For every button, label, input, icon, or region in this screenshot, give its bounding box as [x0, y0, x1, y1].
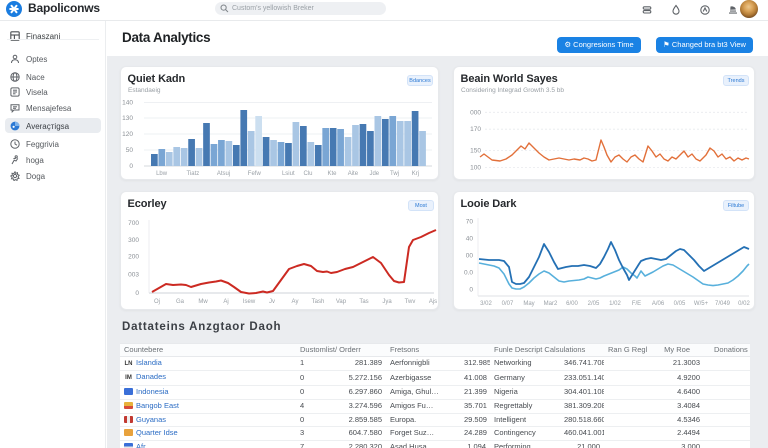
svg-text:0/05: 0/05 [674, 301, 686, 307]
svg-text:Twv: Twv [405, 299, 416, 305]
svg-text:Jya: Jya [382, 299, 392, 305]
svg-text:Lsiut: Lsiut [282, 171, 295, 177]
svg-text:100: 100 [470, 164, 481, 171]
svg-text:Vap: Vap [336, 299, 347, 305]
svg-text:6/00: 6/00 [566, 301, 578, 307]
svg-text:2/05: 2/05 [588, 301, 600, 307]
svg-text:3/02: 3/02 [480, 301, 492, 307]
svg-text:Tash: Tash [312, 299, 325, 305]
svg-text:Mw: Mw [198, 299, 208, 305]
svg-text:Oj: Oj [154, 299, 160, 305]
svg-text:40: 40 [466, 235, 474, 242]
svg-text:120: 120 [122, 131, 133, 138]
svg-text:Krj: Krj [412, 171, 419, 177]
svg-text:Tiatz: Tiatz [187, 171, 200, 177]
svg-text:130: 130 [122, 115, 133, 122]
svg-text:7/049: 7/049 [715, 301, 731, 307]
svg-text:W/5+: W/5+ [694, 301, 709, 307]
svg-text:70: 70 [466, 219, 474, 226]
svg-text:170: 170 [470, 126, 481, 133]
svg-text:200: 200 [128, 254, 139, 261]
svg-text:Ga: Ga [176, 299, 185, 305]
svg-text:Isew: Isew [243, 299, 256, 305]
svg-text:May: May [523, 301, 534, 307]
svg-text:700: 700 [128, 220, 139, 227]
svg-text:0: 0 [129, 163, 133, 170]
svg-text:0/02: 0/02 [738, 301, 750, 307]
svg-text:Tas: Tas [359, 299, 368, 305]
svg-text:F/E: F/E [632, 301, 641, 307]
svg-text:0/07: 0/07 [502, 301, 514, 307]
svg-text:Ay: Ay [292, 299, 299, 305]
svg-text:00: 00 [466, 253, 474, 260]
svg-text:Kte: Kte [327, 171, 337, 177]
svg-text:Clu: Clu [303, 171, 312, 177]
svg-text:Atsuj: Atsuj [217, 171, 230, 177]
svg-text:Fefw: Fefw [248, 171, 262, 177]
svg-text:003: 003 [128, 272, 139, 279]
svg-text:50: 50 [126, 147, 134, 154]
svg-text:Aj: Aj [223, 299, 228, 305]
svg-text:Mar2: Mar2 [544, 301, 558, 307]
svg-text:Lbw: Lbw [156, 171, 168, 177]
svg-text:140: 140 [122, 100, 133, 107]
svg-text:Ajs: Ajs [429, 299, 437, 305]
svg-text:A/06: A/06 [652, 301, 665, 307]
svg-text:150: 150 [470, 148, 481, 155]
svg-text:Jde: Jde [369, 171, 379, 177]
svg-text:0.0: 0.0 [464, 270, 473, 277]
svg-text:Twj: Twj [390, 171, 399, 177]
svg-text:300: 300 [128, 237, 139, 244]
svg-text:Aite: Aite [348, 171, 359, 177]
svg-text:0: 0 [135, 290, 139, 297]
svg-text:0: 0 [469, 287, 473, 294]
svg-text:000: 000 [470, 109, 481, 116]
svg-text:1/02: 1/02 [609, 301, 621, 307]
svg-text:Jv: Jv [269, 299, 275, 305]
